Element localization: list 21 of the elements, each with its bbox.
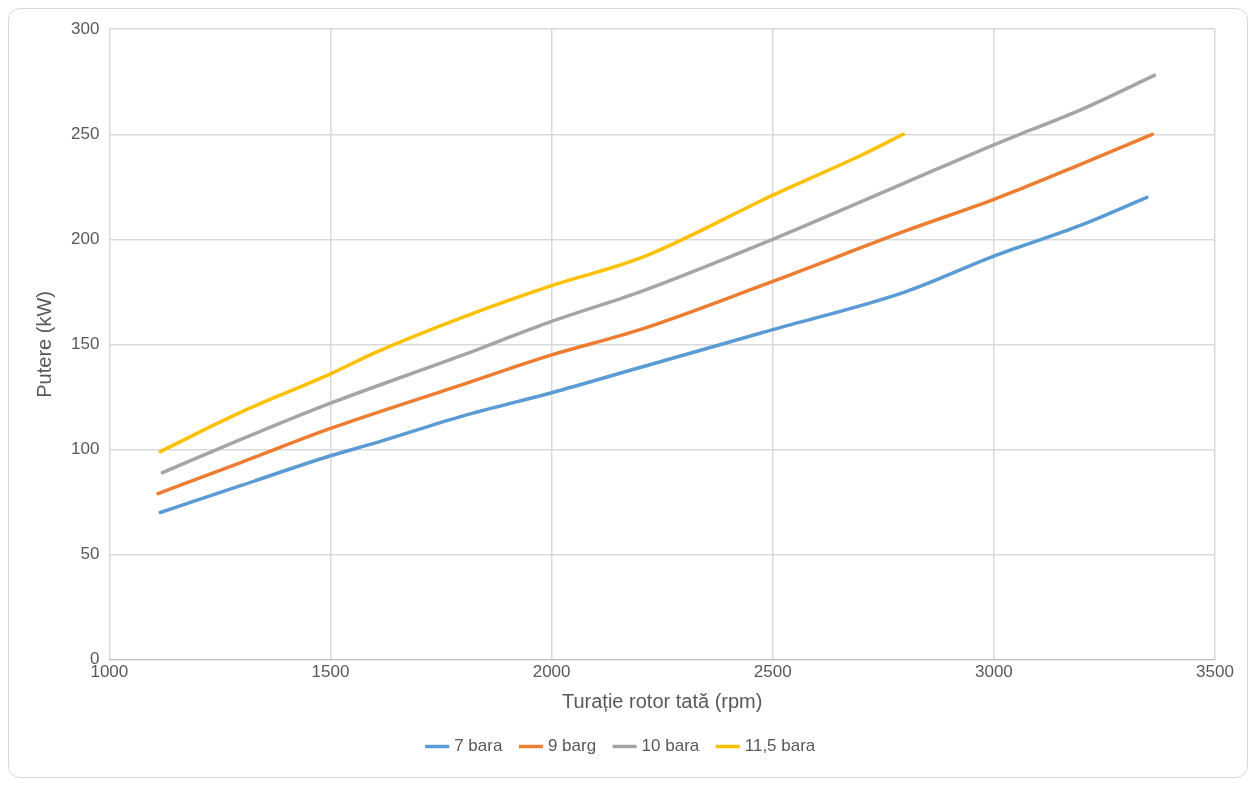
x-tick-label: 2000 — [532, 662, 571, 682]
y-tick-label: 100 — [70, 439, 100, 459]
y-axis-title: Putere (kW) — [32, 291, 55, 398]
x-axis-title: Turație rotor tată (rpm) — [561, 689, 763, 712]
legend-label: 10 bara — [641, 736, 700, 756]
x-tick-label: 2500 — [753, 662, 792, 682]
y-tick-label: 300 — [70, 18, 100, 38]
line-series — [158, 132, 905, 454]
legend-label: 7 bara — [454, 736, 503, 756]
y-tick-label: 250 — [70, 123, 100, 143]
legend-label: 9 barg — [547, 736, 597, 756]
x-tick-label: 1500 — [311, 662, 350, 682]
y-tick-label: 200 — [70, 229, 100, 249]
x-tick-label: 3500 — [1196, 662, 1234, 682]
y-tick-label: 50 — [80, 544, 100, 564]
x-tick-label: 3000 — [974, 662, 1013, 682]
line-series — [158, 195, 1149, 515]
line-series — [156, 132, 1154, 496]
y-tick-label: 150 — [70, 334, 100, 354]
legend-label: 11,5 bara — [744, 736, 816, 756]
line-series — [160, 73, 1157, 475]
